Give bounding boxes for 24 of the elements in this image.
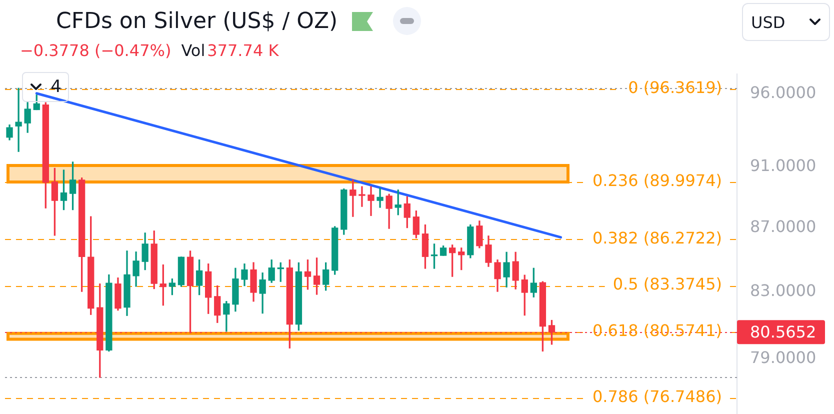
ref-line-label: 0 (96.3619) bbox=[628, 78, 722, 98]
candlestick bbox=[15, 88, 22, 152]
toggle-button: 4 bbox=[22, 72, 69, 102]
candlestick bbox=[358, 186, 366, 207]
ref-line-label: 0.5 (83.3745) bbox=[612, 274, 722, 294]
ref-line-label: 0.786 (76.7486) bbox=[592, 387, 722, 406]
dropdown: USD bbox=[742, 3, 830, 41]
ref-line-label: 0.236 (89.9974) bbox=[592, 170, 722, 190]
ref-line-label: 80.5652 bbox=[750, 322, 816, 342]
ref-line-label: 0.382 (86.2722) bbox=[592, 228, 722, 248]
y-tick-label: 91.0000 bbox=[750, 156, 816, 175]
candlestick bbox=[376, 188, 384, 208]
candlestick bbox=[350, 180, 356, 217]
ref-line-label: 0.618 (80.5741) bbox=[592, 321, 722, 340]
y-tick-label: 79.0000 bbox=[750, 348, 816, 367]
text: Vol bbox=[181, 41, 206, 60]
chart-title: CFDs on Silver (US$ / OZ) bbox=[56, 8, 338, 34]
y-tick-label: 87.0000 bbox=[750, 216, 816, 236]
text: 377.74 K bbox=[207, 41, 279, 60]
chart-subtitle: −0.3778 (−0.47%) bbox=[20, 41, 172, 60]
annotation: 4 bbox=[50, 77, 62, 97]
y-tick-label: 83.0000 bbox=[750, 280, 816, 300]
y-tick-label: 96.0000 bbox=[750, 83, 816, 102]
candlestick bbox=[368, 186, 374, 216]
